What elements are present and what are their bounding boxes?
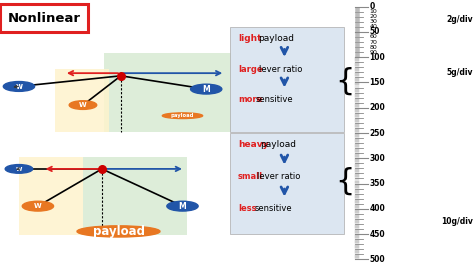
- FancyBboxPatch shape: [230, 27, 344, 132]
- FancyBboxPatch shape: [0, 4, 88, 32]
- Text: Nonlinear: Nonlinear: [8, 12, 81, 24]
- Text: 400: 400: [369, 204, 385, 213]
- Text: 200: 200: [369, 103, 385, 112]
- Text: {: {: [336, 66, 355, 96]
- Text: 90: 90: [369, 50, 377, 55]
- FancyBboxPatch shape: [83, 157, 187, 235]
- Ellipse shape: [77, 226, 160, 237]
- Text: 500: 500: [369, 255, 385, 264]
- Text: 80: 80: [369, 45, 377, 49]
- Text: 5g/div: 5g/div: [447, 68, 473, 77]
- Text: 40: 40: [369, 24, 377, 29]
- Text: M: M: [202, 85, 210, 94]
- Text: payload: payload: [171, 113, 194, 118]
- FancyBboxPatch shape: [55, 69, 109, 132]
- Text: 70: 70: [369, 40, 377, 44]
- Text: light: light: [238, 34, 262, 43]
- Text: 10: 10: [369, 9, 377, 14]
- Ellipse shape: [5, 165, 33, 173]
- FancyBboxPatch shape: [19, 157, 83, 235]
- Text: heavy: heavy: [238, 140, 268, 149]
- Text: small: small: [238, 172, 263, 181]
- Text: 150: 150: [369, 78, 385, 87]
- FancyBboxPatch shape: [230, 133, 344, 234]
- Text: 250: 250: [369, 128, 385, 138]
- Text: large: large: [238, 65, 263, 74]
- Text: more: more: [238, 95, 262, 104]
- Text: less: less: [238, 204, 256, 213]
- Ellipse shape: [69, 101, 97, 109]
- Text: 350: 350: [369, 179, 385, 188]
- Text: sensitive: sensitive: [255, 204, 292, 213]
- Text: sensitive: sensitive: [256, 95, 293, 104]
- Ellipse shape: [167, 201, 198, 211]
- Text: payload: payload: [258, 34, 294, 43]
- Text: lever ratio: lever ratio: [257, 172, 301, 181]
- Text: 50: 50: [369, 27, 380, 36]
- Text: M: M: [179, 202, 186, 211]
- Text: lever ratio: lever ratio: [259, 65, 303, 74]
- Ellipse shape: [162, 113, 203, 119]
- Text: payload: payload: [260, 140, 296, 149]
- Ellipse shape: [191, 84, 222, 94]
- Text: 300: 300: [369, 154, 385, 163]
- Text: {: {: [336, 166, 355, 196]
- Text: 30: 30: [369, 19, 377, 24]
- Text: 450: 450: [369, 230, 385, 239]
- Text: 60: 60: [369, 35, 377, 39]
- Text: w: w: [16, 166, 22, 172]
- Text: W: W: [34, 203, 42, 209]
- FancyBboxPatch shape: [104, 53, 235, 132]
- Text: 10g/div: 10g/div: [441, 217, 473, 226]
- Text: payload: payload: [92, 225, 145, 238]
- Text: 0: 0: [369, 2, 374, 11]
- Text: w: w: [16, 82, 22, 91]
- Text: W: W: [79, 102, 87, 108]
- Text: 2g/div: 2g/div: [447, 15, 473, 24]
- Ellipse shape: [22, 201, 54, 211]
- Text: 20: 20: [369, 14, 377, 19]
- Text: 100: 100: [369, 53, 385, 62]
- Ellipse shape: [3, 81, 35, 92]
